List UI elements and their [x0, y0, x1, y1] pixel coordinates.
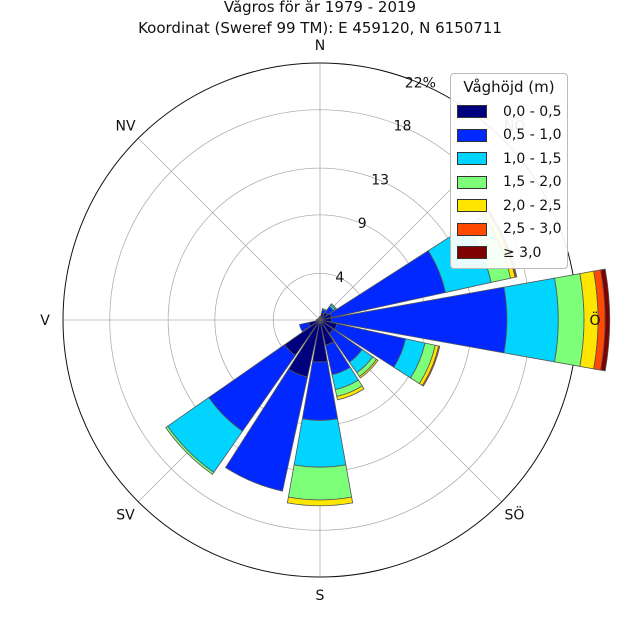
rose-bar-segment	[224, 368, 308, 492]
rose-bar-segment	[358, 358, 379, 379]
radial-tick-label: 13	[371, 173, 389, 189]
compass-label: SV	[116, 507, 135, 523]
legend-item: 2,5 - 3,0	[451, 218, 567, 242]
legend: Våghöjd (m) 0,0 - 0,5 0,5 - 1,0 1,0 - 1,5 1…	[450, 73, 568, 269]
radial-tick-label: 18	[394, 119, 412, 135]
legend-swatch	[457, 152, 487, 166]
legend-swatch	[457, 222, 487, 236]
radial-tick-label: 4	[335, 270, 344, 286]
rose-bar-segment	[321, 308, 327, 312]
radial-tick-label: 9	[358, 216, 367, 232]
legend-swatch	[457, 246, 487, 260]
rose-bar-segment	[318, 317, 321, 321]
rose-bars	[165, 210, 611, 507]
legend-swatch	[457, 105, 487, 119]
legend-swatch	[457, 128, 487, 142]
chart-title-line2: Koordinat (Sweref 99 TM): E 459120, N 61…	[138, 19, 502, 37]
rose-bar-segment	[600, 268, 611, 372]
legend-item: 0,5 - 1,0	[451, 124, 567, 148]
compass-label: S	[316, 588, 325, 604]
legend-item: 1,0 - 1,5	[451, 147, 567, 171]
legend-label: 1,0 - 1,5	[503, 150, 562, 167]
legend-item: 2,0 - 2,5	[451, 194, 567, 218]
rose-bar-segment	[298, 322, 311, 332]
compass-label: NV	[116, 119, 136, 135]
legend-label: 2,5 - 3,0	[503, 221, 562, 238]
legend-label: 2,0 - 2,5	[503, 197, 562, 214]
legend-label: ≥ 3,0	[503, 244, 542, 261]
legend-item: 1,5 - 2,0	[451, 171, 567, 195]
legend-label: 0,0 - 0,5	[503, 103, 562, 120]
angular-gridline	[137, 137, 321, 321]
rose-bar-segment	[336, 385, 365, 401]
compass-label: N	[315, 38, 325, 54]
compass-label: Ö	[589, 311, 600, 329]
chart-title-line1: Vågros för år 1979 - 2019	[224, 0, 416, 16]
rose-bar-segment	[503, 277, 559, 363]
rose-bar-segment	[421, 345, 441, 387]
compass-label: V	[40, 313, 50, 329]
rose-bar-segment	[554, 273, 585, 367]
legend-swatch	[457, 199, 487, 213]
legend-title: Våghöjd (m)	[463, 78, 555, 96]
rose-bar-segment	[293, 418, 347, 468]
rose-bar-segment	[287, 464, 353, 501]
radial-tick-label: 22%	[405, 76, 436, 92]
rose-bar-segment	[286, 496, 354, 507]
legend-swatch	[457, 175, 487, 189]
legend-label: 1,5 - 2,0	[503, 174, 562, 191]
legend-item: 0,0 - 0,5	[451, 100, 567, 124]
compass-label: SÖ	[505, 505, 525, 523]
rose-bar-segment	[165, 425, 215, 475]
legend-label: 0,5 - 1,0	[503, 127, 562, 144]
legend-item: ≥ 3,0	[451, 241, 567, 265]
rose-bar-segment	[330, 303, 337, 310]
